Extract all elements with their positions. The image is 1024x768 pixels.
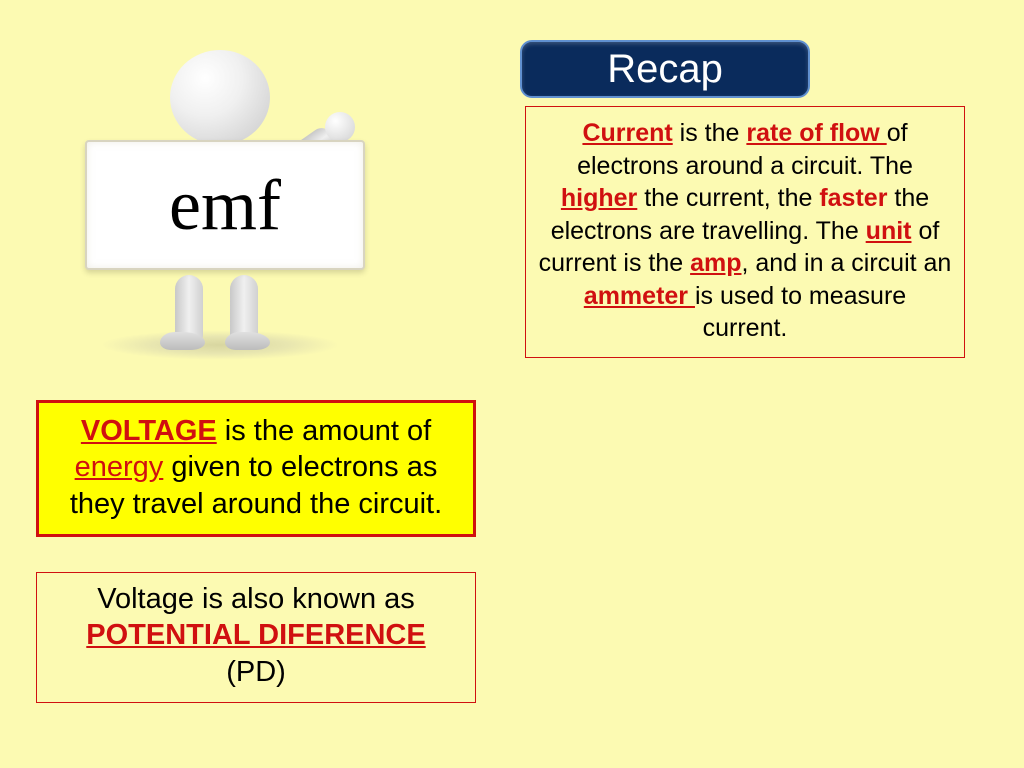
recap-header: Recap <box>520 40 810 98</box>
title-sign-text: emf <box>169 164 281 247</box>
mascot-foot-left <box>160 332 205 350</box>
potential-difference-box: Voltage is also known as POTENTIAL DIFER… <box>36 572 476 703</box>
voltage-definition-box: VOLTAGE is the amount of energy given to… <box>36 400 476 537</box>
title-sign: emf <box>85 140 365 270</box>
mascot-hand-right <box>325 112 355 142</box>
recap-title: Recap <box>607 47 723 92</box>
current-definition-box: Current is the rate of flow of electrons… <box>525 106 965 358</box>
pd-line1: Voltage is also known as <box>51 581 461 617</box>
mascot-foot-right <box>225 332 270 350</box>
pd-line3: (PD) <box>51 654 461 690</box>
mascot-shadow <box>100 330 340 360</box>
pd-line2: POTENTIAL DIFERENCE <box>51 617 461 653</box>
mascot-head <box>170 50 270 145</box>
